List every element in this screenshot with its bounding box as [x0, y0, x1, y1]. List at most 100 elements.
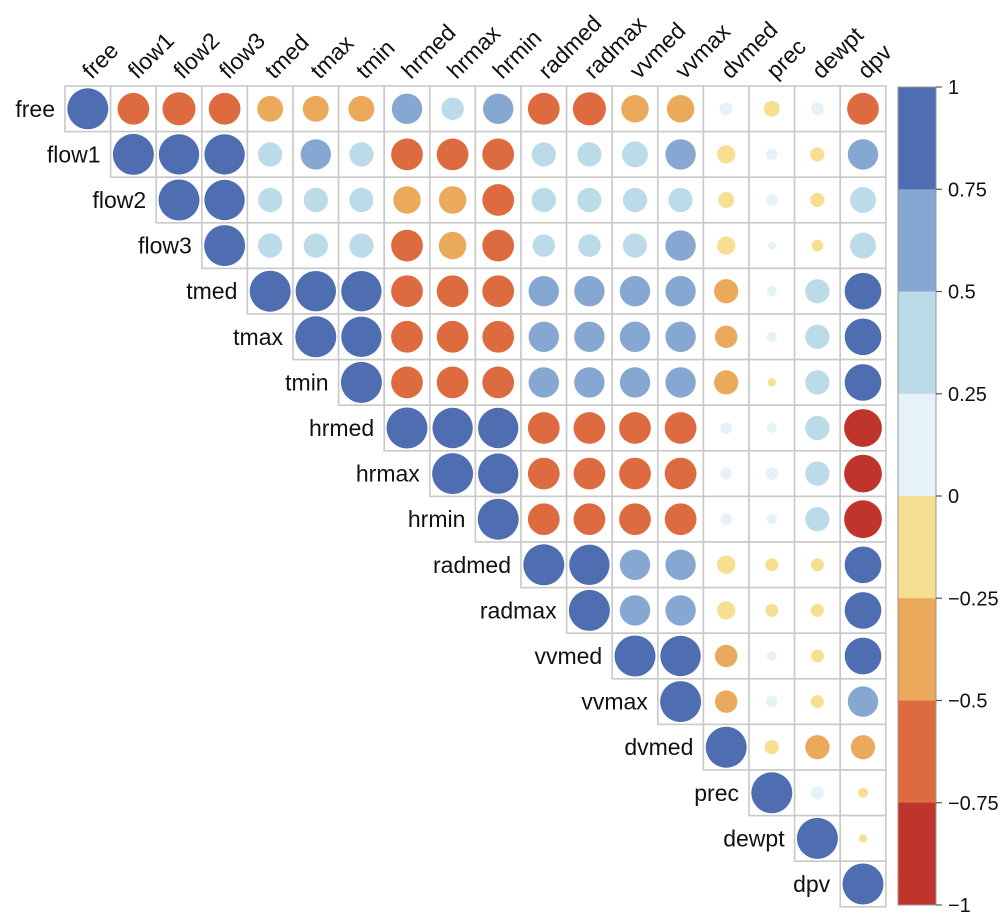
corr-circle-vvmed-dpv	[844, 637, 882, 675]
corr-circle-dpv-dpv	[842, 863, 884, 905]
corr-circle-hrmax-dvmed	[720, 467, 732, 480]
corr-circle-flow3-radmed	[532, 234, 556, 257]
corr-circle-hrmin-radmed	[527, 503, 560, 536]
row-label-tmax: tmax	[233, 324, 283, 350]
corr-circle-flow2-dvmed	[718, 192, 735, 208]
row-label-flow1: flow1	[47, 141, 101, 167]
corr-circle-flow2-tmin	[349, 187, 374, 213]
corr-circle-flow3-dewpt	[811, 239, 824, 252]
corr-circle-tmin-dvmed	[714, 370, 739, 395]
legend-tick-label-5: −0.25	[948, 588, 999, 610]
corr-circle-flow1-flow3	[204, 134, 245, 175]
corr-circle-hrmed-radmed	[527, 412, 560, 444]
legend-bin-3	[898, 393, 936, 497]
corr-circle-tmin-hrmed	[391, 366, 423, 399]
corr-circle-flow1-hrmed	[391, 138, 423, 171]
corr-circle-dewpt-dewpt	[796, 817, 838, 859]
corr-circle-free-prec	[763, 100, 780, 117]
corr-circle-flow1-flow1	[112, 133, 154, 175]
corr-circle-flow2-hrmed	[393, 186, 421, 214]
legend-bin-2	[898, 291, 936, 395]
corr-circle-flow3-prec	[767, 241, 776, 250]
corr-circle-tmed-prec	[766, 286, 777, 297]
corr-circle-hrmax-radmed	[527, 457, 560, 490]
corr-circle-hrmin-vvmed	[619, 503, 651, 536]
corr-circle-hrmax-prec	[765, 467, 779, 481]
corr-circle-hrmin-dvmed	[720, 513, 732, 525]
corr-circle-tmin-hrmax	[436, 366, 469, 399]
corr-circle-tmed-hrmin	[482, 275, 515, 308]
column-label-flow3: flow3	[214, 27, 270, 83]
corr-circle-flow1-vvmed	[622, 141, 648, 168]
corr-circle-tmin-vvmed	[619, 367, 651, 398]
corr-circle-vvmax-dpv	[847, 686, 879, 717]
corr-circle-tmed-tmax	[295, 271, 336, 312]
corr-circle-hrmin-prec	[766, 514, 777, 525]
corr-circle-radmed-dvmed	[717, 555, 736, 574]
corr-circle-flow2-vvmed	[622, 187, 648, 213]
row-label-flow3: flow3	[138, 233, 192, 259]
legend-bin-0	[898, 87, 936, 190]
legend-tick-label-4: 0	[948, 486, 959, 508]
corr-circle-prec-dewpt	[810, 786, 824, 800]
corr-circle-hrmax-hrmin	[478, 453, 519, 494]
corr-circle-flow2-hrmax	[438, 186, 467, 214]
row-label-dpv: dpv	[793, 871, 831, 897]
corr-circle-flow2-radmax	[577, 187, 602, 213]
corr-circle-free-flow3	[208, 92, 241, 125]
corr-circle-hrmed-dewpt	[805, 415, 830, 441]
corr-circle-flow2-vvmax	[668, 187, 693, 213]
legend-bin-7	[898, 802, 936, 906]
legend-bin-6	[898, 700, 936, 804]
corr-circle-hrmed-hrmed	[386, 407, 428, 449]
corr-circle-flow2-tmed	[258, 187, 283, 213]
corr-circle-tmin-prec	[767, 378, 776, 387]
corr-circle-tmed-vvmed	[619, 275, 651, 307]
column-label-dewpt: dewpt	[807, 21, 869, 83]
row-label-free: free	[15, 96, 55, 122]
corr-circle-free-hrmax	[441, 97, 464, 121]
corr-circle-flow3-hrmed	[391, 229, 423, 262]
cell-flow1-tmed	[246, 130, 294, 179]
corr-circle-prec-prec	[751, 772, 793, 814]
legend-tick-label-0: 1	[948, 77, 959, 99]
corr-circle-flow3-tmin	[349, 233, 374, 258]
corr-circle-radmax-radmax	[568, 589, 610, 631]
corr-circle-flow2-flow2	[158, 179, 200, 221]
legend-tick-label-6: −0.5	[948, 691, 987, 713]
corr-circle-free-free	[67, 88, 109, 130]
corr-circle-radmed-dewpt	[810, 558, 824, 572]
corr-circle-dvmed-dpv	[850, 735, 876, 760]
corr-circle-dewpt-dpv	[858, 834, 868, 843]
corr-circle-tmed-tmin	[341, 271, 382, 312]
corr-circle-hrmed-dpv	[844, 409, 882, 447]
corr-circle-radmax-prec	[765, 603, 779, 617]
corr-circle-vvmax-prec	[766, 695, 778, 708]
corr-circle-tmax-vvmax	[665, 321, 696, 353]
row-label-prec: prec	[694, 780, 739, 806]
corr-circle-hrmax-dpv	[844, 454, 882, 493]
corr-circle-radmed-radmax	[569, 544, 610, 585]
corr-circle-radmax-vvmed	[619, 595, 651, 626]
row-label-vvmax: vvmax	[581, 689, 648, 715]
corr-circle-hrmax-radmax	[573, 457, 606, 490]
corr-circle-flow1-hrmax	[436, 138, 469, 171]
corr-circle-free-radmax	[572, 92, 606, 126]
corr-circle-free-hrmed	[391, 93, 423, 125]
corr-circle-flow3-radmax	[578, 234, 601, 257]
corr-circle-free-flow2	[162, 92, 196, 126]
corr-circle-tmed-radmax	[574, 275, 605, 307]
cell-free-vvmax	[656, 85, 705, 133]
corr-circle-tmax-vvmed	[619, 321, 651, 353]
column-label-tmin: tmin	[351, 34, 400, 83]
corr-circle-flow2-dewpt	[810, 192, 825, 208]
column-label-flow2: flow2	[168, 27, 224, 83]
corr-circle-radmed-prec	[765, 558, 779, 572]
corr-circle-flow2-hrmin	[482, 184, 515, 216]
row-label-vvmed: vvmed	[534, 643, 602, 669]
corr-circle-dvmed-dvmed	[705, 726, 747, 768]
column-label-free: free	[77, 37, 123, 83]
corr-circle-hrmin-dewpt	[805, 507, 830, 532]
corr-circle-radmed-radmed	[523, 544, 565, 586]
